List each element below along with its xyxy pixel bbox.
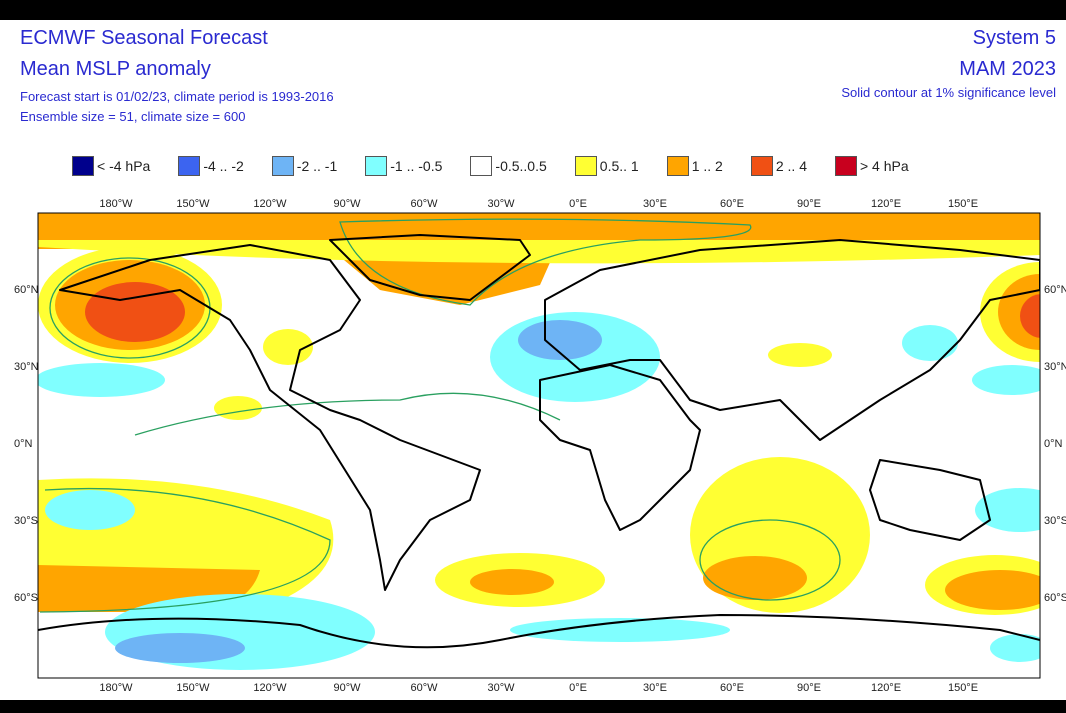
latitude-label: 30°S [1044,515,1066,527]
subtitle: Mean MSLP anomaly [20,58,211,80]
latitude-label: 0°N [14,438,33,450]
longitude-label: 180°W [99,682,133,694]
longitude-label: 90°W [333,198,361,210]
ensemble-info: Ensemble size = 51, climate size = 600 [20,109,246,124]
legend-item: > 4 hPa [834,156,909,176]
legend-swatch [834,156,857,176]
bottom-bar [0,700,1066,713]
latitude-label: 60°S [1044,592,1066,604]
latitude-label: 60°S [14,592,38,604]
legend-label: > 4 hPa [859,158,909,174]
latitude-label: 60°N [14,284,39,296]
longitude-label: 60°W [410,198,438,210]
forecast-info: Forecast start is 01/02/23, climate peri… [20,89,334,104]
longitude-label: 60°W [410,682,438,694]
legend-item: 1 .. 2 [666,156,723,176]
legend-item: -0.5..0.5 [470,156,547,176]
longitude-label: 120°E [870,198,902,210]
season-label: MAM 2023 [959,58,1056,80]
legend-swatch [574,156,597,176]
legend-item: 0.5.. 1 [574,156,639,176]
legend-label: -0.5..0.5 [495,158,547,174]
latitude-label: 30°N [14,361,39,373]
legend-item: -2 .. -1 [271,156,338,176]
coastlines [38,234,1040,649]
longitude-label: 150°E [947,682,979,694]
legend-item: 2 .. 4 [750,156,807,176]
title: ECMWF Seasonal Forecast [20,27,268,49]
legend-item: < -4 hPa [72,156,150,176]
legend: < -4 hPa -4 .. -2 -2 .. -1 -1 .. -0.5 -0.5..… [72,156,937,176]
legend-label: -1 .. -0.5 [390,158,443,174]
longitude-label: 90°E [797,682,821,694]
longitude-label: 90°W [333,682,361,694]
longitude-label: 30°W [487,198,515,210]
top-bar [0,0,1066,20]
system-label: System 5 [972,27,1056,49]
longitude-label: 60°E [720,198,744,210]
legend-item: -4 .. -2 [178,156,244,176]
legend-swatch [72,156,94,176]
map-frame [37,212,1041,679]
longitude-label: 90°E [797,198,821,210]
latitude-label: 30°S [14,515,38,527]
longitude-label: 30°W [487,682,515,694]
latitude-label: 60°N [1044,284,1066,296]
longitude-label: 30°E [643,198,667,210]
longitude-label: 30°E [643,682,667,694]
legend-label: 2 .. 4 [775,158,807,174]
legend-swatch [178,156,201,176]
longitude-label: 180°W [99,198,133,210]
legend-label: 1 .. 2 [691,158,723,174]
legend-label: -2 .. -1 [296,158,338,174]
legend-swatch [365,156,388,176]
legend-swatch [470,156,493,176]
longitude-label: 150°E [947,198,979,210]
legend-label: < -4 hPa [97,158,151,174]
latitude-label: 0°N [1044,438,1063,450]
legend-swatch [271,156,294,176]
longitude-label: 120°W [253,198,287,210]
longitude-label: 120°W [253,682,287,694]
significance-note: Solid contour at 1% significance level [841,85,1056,100]
longitude-label: 150°W [176,682,210,694]
legend-label: -4 .. -2 [203,158,244,174]
legend-label: 0.5.. 1 [599,158,639,174]
longitude-label: 0°E [569,198,587,210]
anomaly-fields [38,213,1040,670]
longitude-label: 120°E [870,682,902,694]
latitude-label: 30°N [1044,361,1066,373]
legend-swatch [750,156,773,176]
longitude-label: 150°W [176,198,210,210]
longitude-label: 60°E [720,682,744,694]
legend-swatch [666,156,689,176]
legend-item: -1 .. -0.5 [365,156,442,176]
longitude-label: 0°E [569,682,587,694]
